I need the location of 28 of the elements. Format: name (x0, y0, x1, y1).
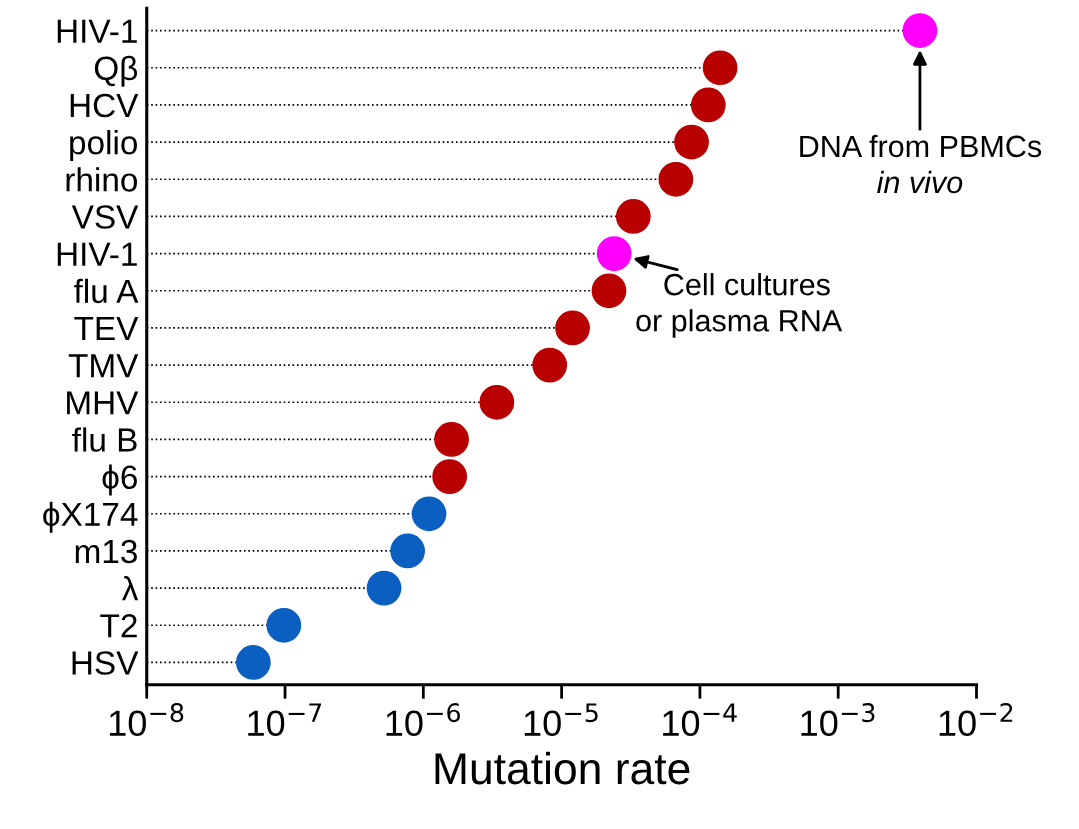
y-tick-label: ϕ6 (102, 464, 137, 496)
y-tick-label: HCV (70, 93, 139, 118)
y-tick-label: HIV-1 (57, 19, 137, 43)
y-tick-label: TMV (68, 354, 139, 378)
annotation: Cell cultures or plasma RNA (636, 273, 843, 338)
y-tick-label: TEV (74, 317, 139, 341)
x-tick-label: 10$^{−2}$ (939, 703, 1013, 736)
y-tick-label: m13 (75, 539, 137, 564)
x-tick-label: 10$^{−6}$ (386, 703, 460, 736)
y-tick-label: rhino (66, 167, 138, 192)
y-tick-label: VSV (71, 205, 139, 229)
y-tick-label: flu B (72, 427, 137, 452)
y-tick-label: MHV (67, 391, 139, 415)
x-axis-title: Mutation rate (435, 751, 690, 785)
y-tick-label: T2 (100, 614, 137, 638)
y-tick-label: λ (121, 576, 139, 601)
x-tick-label: 10$^{−8}$ (109, 703, 184, 736)
y-tick-label: HSV (72, 651, 139, 675)
annotation: DNA from PBMCs in vivo (800, 134, 1042, 194)
y-tick-label: polio (70, 130, 138, 162)
y-tick-label: ϕX174 (43, 501, 138, 533)
x-tick-label: 10$^{−7}$ (248, 703, 322, 737)
x-tick-label: 10$^{−3}$ (801, 703, 875, 736)
x-tick-label: 10$^{−4}$ (663, 703, 737, 737)
y-tick-label: flu A (74, 278, 139, 304)
x-tick-label: 10$^{−5}$ (524, 703, 598, 737)
y-tick-label: Qβ (94, 55, 138, 87)
y-tick-label: HIV-1 (57, 242, 137, 266)
